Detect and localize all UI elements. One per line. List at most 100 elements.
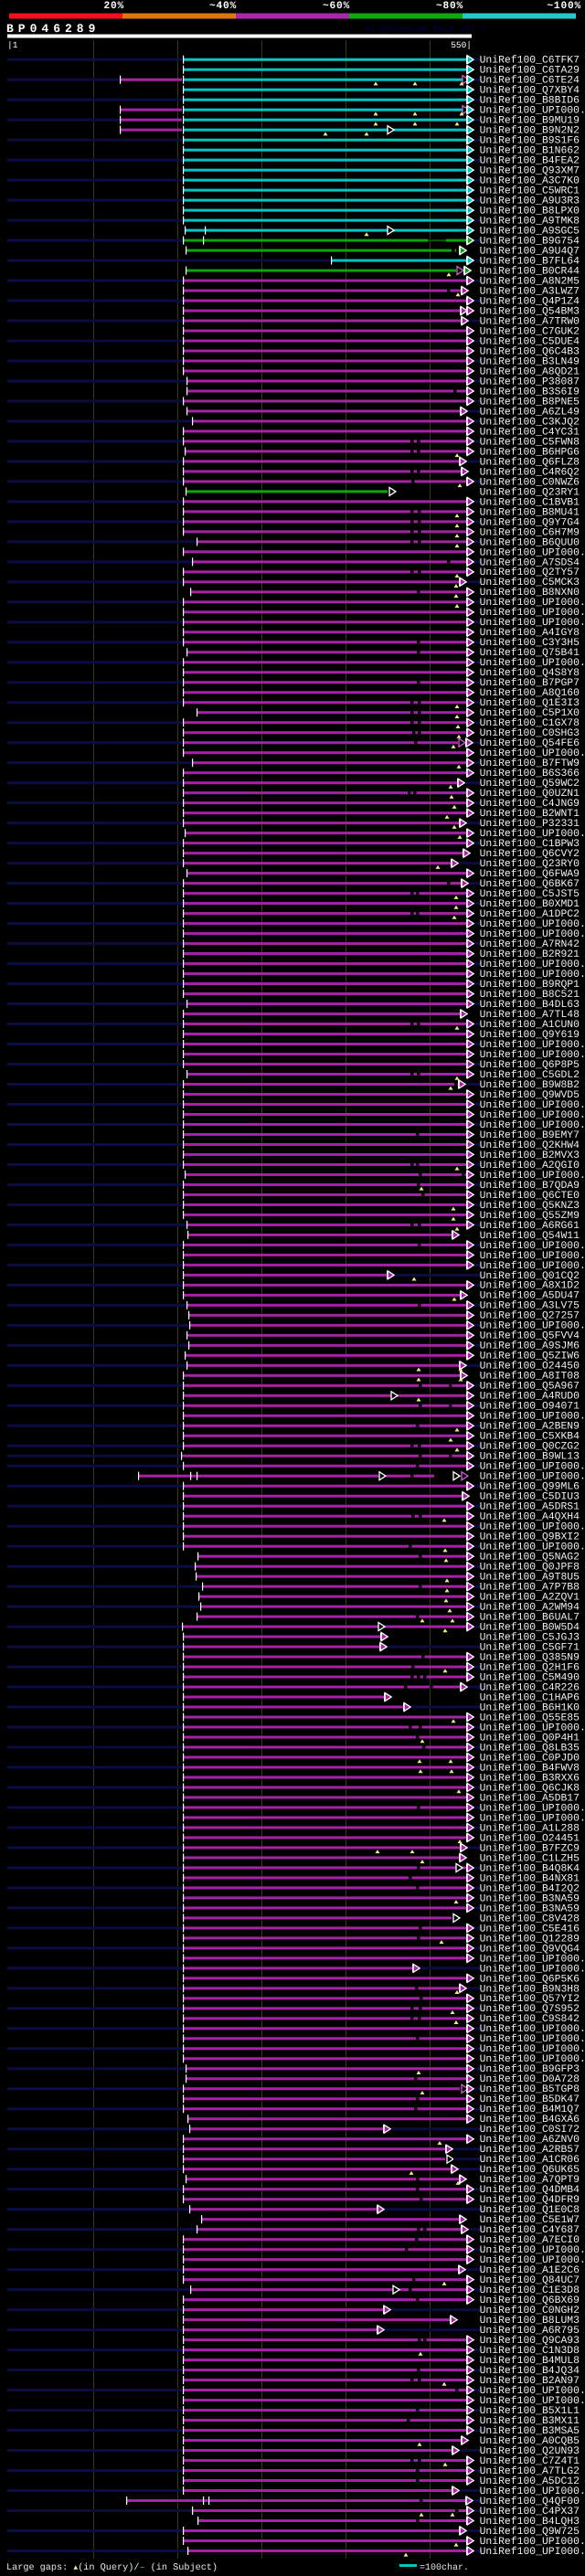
svg-text:UniRef100_C6TFK7: UniRef100_C6TFK7 — [480, 55, 580, 67]
svg-text:UniRef100_B9WL13: UniRef100_B9WL13 — [480, 1451, 580, 1463]
svg-text:UniRef100_A3LWZ7: UniRef100_A3LWZ7 — [480, 285, 580, 297]
svg-text:AlignView.pm Beta rel.7: AlignView.pm Beta rel.7 — [365, 24, 485, 34]
svg-text:UniRef100_C1N3D8: UniRef100_C1N3D8 — [480, 2345, 580, 2357]
svg-text:UniRef100_B3NA59: UniRef100_B3NA59 — [480, 1892, 580, 1904]
svg-text:UniRef100_Q4P1Z4: UniRef100_Q4P1Z4 — [480, 295, 580, 307]
svg-text:UniRef100_UPI000..: UniRef100_UPI000.. — [480, 1109, 585, 1121]
svg-text:UniRef100_A9SJM6: UniRef100_A9SJM6 — [480, 1341, 580, 1352]
svg-text:UniRef100_C1E3D8: UniRef100_C1E3D8 — [480, 2284, 580, 2296]
svg-text:UniRef100_B7QDA9: UniRef100_B7QDA9 — [480, 1180, 580, 1192]
svg-text:UniRef100_B5TGP8: UniRef100_B5TGP8 — [480, 2083, 580, 2095]
svg-text:UniRef100_Q5KNZ3: UniRef100_Q5KNZ3 — [480, 1200, 580, 1212]
svg-text:UniRef100_C5WRC1: UniRef100_C5WRC1 — [480, 186, 580, 197]
svg-text:~80%: ~80% — [436, 1, 463, 12]
svg-text:BP046289: BP046289 — [6, 22, 100, 36]
svg-text:UniRef100_Q9CA93: UniRef100_Q9CA93 — [480, 2335, 580, 2347]
svg-text:UniRef100_A6RG61: UniRef100_A6RG61 — [480, 1220, 580, 1232]
svg-text:UniRef100_Q59WC2: UniRef100_Q59WC2 — [480, 778, 580, 790]
svg-text:UniRef100_Q6BX69: UniRef100_Q6BX69 — [480, 2295, 580, 2306]
svg-text:20%: 20% — [103, 1, 124, 12]
svg-text:UniRef100_Q1E0C8: UniRef100_Q1E0C8 — [480, 2204, 580, 2216]
svg-text:UniRef100_B0XMD1: UniRef100_B0XMD1 — [480, 898, 580, 910]
svg-text:UniRef100_UPI000..: UniRef100_UPI000.. — [480, 969, 585, 981]
svg-text:UniRef100_C5XKB4: UniRef100_C5XKB4 — [480, 1431, 580, 1443]
svg-text:UniRef100_UPI000..: UniRef100_UPI000.. — [480, 1722, 585, 1733]
svg-text:UniRef100_UPI000..: UniRef100_UPI000.. — [480, 597, 585, 609]
svg-text:UniRef100_Q01CQ2: UniRef100_Q01CQ2 — [480, 1270, 580, 1282]
svg-text:UniRef100_Q54BM3: UniRef100_Q54BM3 — [480, 305, 580, 317]
svg-text:UniRef100_UPI000..: UniRef100_UPI000.. — [480, 2053, 585, 2065]
svg-text:UniRef100_C0NGH2: UniRef100_C0NGH2 — [480, 2305, 580, 2316]
svg-text:UniRef100_Q6BK67: UniRef100_Q6BK67 — [480, 878, 580, 890]
svg-text:UniRef100_A2QGI0: UniRef100_A2QGI0 — [480, 1160, 580, 1171]
svg-text:UniRef100_Q2KHW4: UniRef100_Q2KHW4 — [480, 1140, 580, 1151]
svg-text:UniRef100_Q5ZIW6: UniRef100_Q5ZIW6 — [480, 1351, 580, 1362]
svg-text:UniRef100_Q2TY57: UniRef100_Q2TY57 — [480, 567, 580, 578]
svg-text:UniRef100_A6R795: UniRef100_A6R795 — [480, 2325, 580, 2337]
svg-text:UniRef100_Q0JPF8: UniRef100_Q0JPF8 — [480, 1562, 580, 1574]
svg-text:UniRef100_B9MU19: UniRef100_B9MU19 — [480, 115, 580, 127]
svg-text:UniRef100_B3S6I9: UniRef100_B3S6I9 — [480, 386, 580, 398]
svg-text:UniRef100_B4FEA2: UniRef100_B4FEA2 — [480, 155, 580, 167]
svg-text:UniRef100_B6H1K0: UniRef100_B6H1K0 — [480, 1701, 580, 1713]
svg-text:UniRef100_B2AN97: UniRef100_B2AN97 — [480, 2375, 580, 2387]
svg-text:UniRef100_UPI000..: UniRef100_UPI000.. — [480, 1471, 585, 1483]
svg-text:UniRef100_Q84UC7: UniRef100_Q84UC7 — [480, 2274, 580, 2286]
svg-text:UniRef100_A1CUN0: UniRef100_A1CUN0 — [480, 1019, 580, 1031]
svg-text:UniRef100_UPI000..: UniRef100_UPI000.. — [480, 2395, 585, 2407]
svg-text:UniRef100_B3LN49: UniRef100_B3LN49 — [480, 355, 580, 367]
svg-text:UniRef100_A3C7K0: UniRef100_A3C7K0 — [480, 175, 580, 187]
svg-text:UniRef100_Q6CVY2: UniRef100_Q6CVY2 — [480, 848, 580, 860]
svg-text:UniRef100_UPI000..: UniRef100_UPI000.. — [480, 1461, 585, 1473]
svg-text:UniRef100_UPI000..: UniRef100_UPI000.. — [480, 1260, 585, 1272]
svg-text:UniRef100_UPI000..: UniRef100_UPI000.. — [480, 1320, 585, 1332]
svg-text:UniRef100_B9N3H8: UniRef100_B9N3H8 — [480, 1983, 580, 1995]
svg-text:UniRef100_Q9BXI2: UniRef100_Q9BXI2 — [480, 1532, 580, 1543]
svg-text:UniRef100_Q55E85: UniRef100_Q55E85 — [480, 1712, 580, 1723]
svg-text:UniRef100_UPI000..: UniRef100_UPI000.. — [480, 617, 585, 629]
svg-text:UniRef100_A9T8U5: UniRef100_A9T8U5 — [480, 1572, 580, 1584]
svg-text:UniRef100_A9TMK8: UniRef100_A9TMK8 — [480, 215, 580, 227]
svg-text:UniRef100_UPI000..: UniRef100_UPI000.. — [480, 828, 585, 840]
svg-text:UniRef100_B6UAL7: UniRef100_B6UAL7 — [480, 1612, 580, 1624]
svg-text:UniRef100_A1L288: UniRef100_A1L288 — [480, 1822, 580, 1834]
svg-text:UniRef100_Q385N9: UniRef100_Q385N9 — [480, 1651, 580, 1663]
svg-text:UniRef100_B6HPG6: UniRef100_B6HPG6 — [480, 446, 580, 458]
svg-text:UniRef100_C3Y3H5: UniRef100_C3Y3H5 — [480, 637, 580, 649]
svg-text:UniRef100_A9U4Q7: UniRef100_A9U4Q7 — [480, 245, 580, 257]
svg-text:UniRef100_Q7XBY4: UniRef100_Q7XBY4 — [480, 85, 580, 97]
svg-text:UniRef100_D0A728: UniRef100_D0A728 — [480, 2073, 580, 2085]
svg-text:UniRef100_Q23RY0: UniRef100_Q23RY0 — [480, 858, 580, 870]
svg-text:UniRef100_B4NX81: UniRef100_B4NX81 — [480, 1872, 580, 1884]
svg-text:UniRef100_C3KJQ2: UniRef100_C3KJQ2 — [480, 416, 580, 428]
svg-text:UniRef100_Q23RY1: UniRef100_Q23RY1 — [480, 486, 580, 498]
svg-text:UniRef100_UPI000..: UniRef100_UPI000.. — [480, 747, 585, 759]
svg-text:UniRef100_B9S1F6: UniRef100_B9S1F6 — [480, 135, 580, 147]
svg-text:UniRef100_Q4DFR9: UniRef100_Q4DFR9 — [480, 2194, 580, 2206]
svg-text:UniRef100_A5DU47: UniRef100_A5DU47 — [480, 1290, 580, 1302]
svg-text:UniRef100_UPI000..: UniRef100_UPI000.. — [480, 2244, 585, 2256]
svg-text:UniRef100_B8LPX0: UniRef100_B8LPX0 — [480, 205, 580, 217]
svg-text:UniRef100_Q1E3I3: UniRef100_Q1E3I3 — [480, 697, 580, 709]
svg-text:UniRef100_Q54FE6: UniRef100_Q54FE6 — [480, 737, 580, 749]
svg-text:UniRef100_UPI000..: UniRef100_UPI000.. — [480, 546, 585, 558]
svg-text:UniRef100_C8V428: UniRef100_C8V428 — [480, 1913, 580, 1924]
svg-text:UniRef100_O24450: UniRef100_O24450 — [480, 1361, 580, 1373]
svg-text:UniRef100_A0CQB5: UniRef100_A0CQB5 — [480, 2435, 580, 2447]
svg-text:UniRef100_B4M1Q7: UniRef100_B4M1Q7 — [480, 2104, 580, 2115]
svg-text:UniRef100_A6ZNV0: UniRef100_A6ZNV0 — [480, 2134, 580, 2146]
svg-text:UniRef100_B2MVX3: UniRef100_B2MVX3 — [480, 1150, 580, 1161]
svg-text:UniRef100_C0SHG3: UniRef100_C0SHG3 — [480, 727, 580, 739]
svg-text:UniRef100_B9N2N2: UniRef100_B9N2N2 — [480, 125, 580, 137]
svg-text:UniRef100_A8Q160: UniRef100_A8Q160 — [480, 687, 580, 699]
svg-text:UniRef100_C0PJD0: UniRef100_C0PJD0 — [480, 1752, 580, 1764]
svg-text:~40%: ~40% — [209, 1, 237, 12]
svg-text:UniRef100_Q4DMB4: UniRef100_Q4DMB4 — [480, 2184, 580, 2196]
svg-text:~60%: ~60% — [323, 1, 350, 12]
svg-text:UniRef100_A8IT08: UniRef100_A8IT08 — [480, 1371, 580, 1383]
svg-text:UniRef100_B6S366: UniRef100_B6S366 — [480, 768, 580, 779]
svg-text:UniRef100_Q7S952: UniRef100_Q7S952 — [480, 2003, 580, 2015]
svg-text:UniRef100_UPI000..: UniRef100_UPI000.. — [480, 1119, 585, 1131]
svg-text:UniRef100_A4QXH4: UniRef100_A4QXH4 — [480, 1511, 580, 1523]
svg-text:UniRef100_A7RN42: UniRef100_A7RN42 — [480, 938, 580, 950]
